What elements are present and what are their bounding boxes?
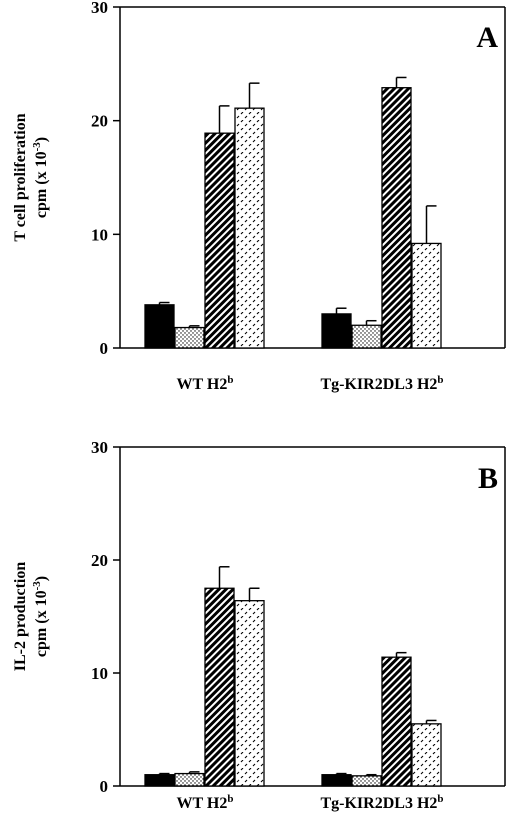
bar-solid-black-group-2 [321,313,352,349]
y-axis-label-line2: cpm (x 10-3) [31,576,50,657]
bar-dashes-group-1 [234,600,265,787]
bar-dots-group-2 [351,775,382,787]
x-group-label: WT H2b [177,374,234,393]
y-tick-label: 0 [100,777,109,796]
y-tick-label: 10 [91,664,108,683]
y-tick-label: 10 [91,225,108,244]
y-tick-label: 0 [100,339,109,358]
panel-label: B [478,462,498,495]
y-axis-label-line2: cpm (x 10-3) [31,137,50,218]
bar-solid-black-group-1 [144,304,175,349]
bar-dots-group-2 [351,324,382,349]
bar-diagonal-hatch-group-2 [381,87,412,349]
y-tick-label: 20 [91,112,108,131]
bar-dashes-group-2 [411,723,442,787]
bar-solid-black-group-2 [321,774,352,787]
bar-diagonal-hatch-group-1 [204,132,235,349]
bar-dots-group-1 [174,772,205,787]
y-tick-label: 30 [91,0,108,17]
chart-panel-a: 0 10 20 30 WT H2b Tg-KIR2DL3 H2b A T cell proli… [12,0,506,393]
bar-dashes-group-1 [234,107,265,349]
bar-dashes-group-2 [411,242,442,349]
y-tick-label: 30 [91,438,108,457]
y-axis-label-line1: IL-2 production [12,562,29,672]
x-group-label: Tg-KIR2DL3 H2b [320,793,443,812]
bar-solid-black-group-1 [144,774,175,787]
panel-label: A [476,21,498,54]
y-axis-label-line1: T cell proliferation [12,113,29,241]
chart-panel-b: 0 10 20 30 WT H2b Tg-KIR2DL3 H2b B IL-2 product… [12,438,506,812]
bar-dots-group-1 [174,326,205,349]
x-group-label: WT H2b [177,793,234,812]
x-group-label: Tg-KIR2DL3 H2b [320,374,443,393]
bar-diagonal-hatch-group-1 [204,587,235,787]
bar-diagonal-hatch-group-2 [381,656,412,787]
y-tick-label: 20 [91,551,108,570]
